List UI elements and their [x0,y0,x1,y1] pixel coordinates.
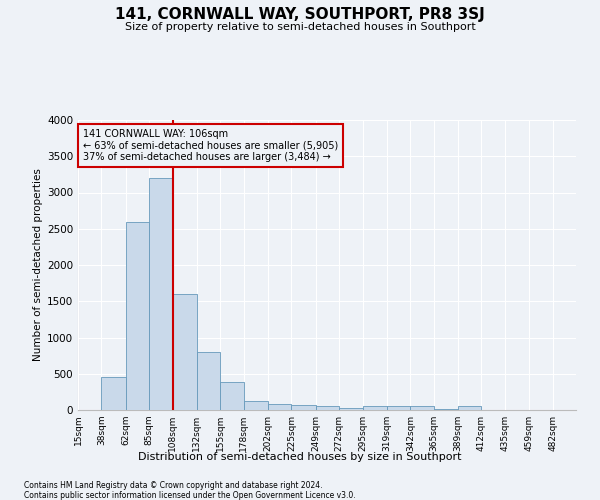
Bar [220,382,244,410]
Y-axis label: Number of semi-detached properties: Number of semi-detached properties [33,168,43,362]
Bar [292,405,316,410]
Bar [434,409,458,410]
Bar [244,400,268,410]
Bar [316,406,339,410]
Bar [149,178,173,410]
Bar [126,222,149,410]
Text: Contains HM Land Registry data © Crown copyright and database right 2024.: Contains HM Land Registry data © Crown c… [24,481,323,490]
Text: Distribution of semi-detached houses by size in Southport: Distribution of semi-detached houses by … [138,452,462,462]
Text: 141 CORNWALL WAY: 106sqm
← 63% of semi-detached houses are smaller (5,905)
37% o: 141 CORNWALL WAY: 106sqm ← 63% of semi-d… [83,128,338,162]
Bar [101,378,126,410]
Bar [387,406,410,410]
Text: 141, CORNWALL WAY, SOUTHPORT, PR8 3SJ: 141, CORNWALL WAY, SOUTHPORT, PR8 3SJ [115,8,485,22]
Text: Contains public sector information licensed under the Open Government Licence v3: Contains public sector information licen… [24,491,356,500]
Bar [410,406,434,410]
Bar [268,404,292,410]
Bar [173,294,197,410]
Bar [339,408,362,410]
Bar [458,406,481,410]
Bar [362,406,387,410]
Text: Size of property relative to semi-detached houses in Southport: Size of property relative to semi-detach… [125,22,475,32]
Bar [197,352,220,410]
